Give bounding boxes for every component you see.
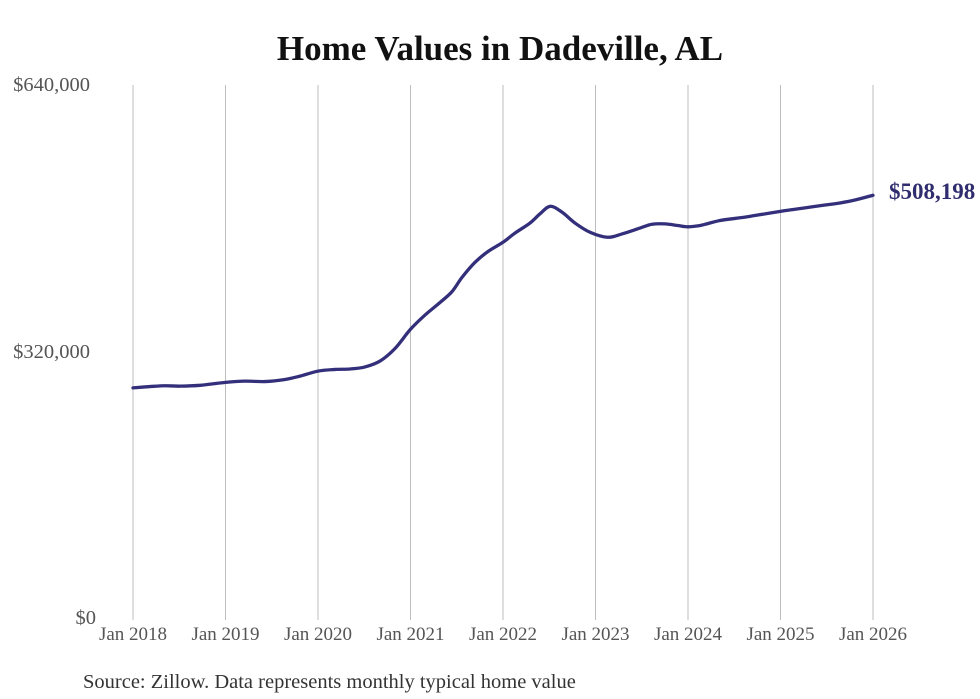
svg-text:Jan 2025: Jan 2025 (746, 624, 814, 645)
svg-text:$0: $0 (76, 607, 97, 629)
svg-text:Jan 2019: Jan 2019 (191, 624, 259, 645)
svg-text:Jan 2023: Jan 2023 (561, 624, 629, 645)
svg-text:Jan 2024: Jan 2024 (654, 624, 723, 645)
svg-text:$640,000: $640,000 (13, 74, 90, 96)
svg-text:Jan 2022: Jan 2022 (469, 624, 537, 645)
svg-text:$320,000: $320,000 (13, 341, 90, 363)
svg-text:Jan 2026: Jan 2026 (839, 624, 907, 645)
svg-text:Jan 2020: Jan 2020 (284, 624, 352, 645)
svg-text:Jan 2021: Jan 2021 (376, 624, 444, 645)
svg-text:$508,198: $508,198 (889, 179, 975, 204)
svg-text:Jan 2018: Jan 2018 (99, 624, 167, 645)
